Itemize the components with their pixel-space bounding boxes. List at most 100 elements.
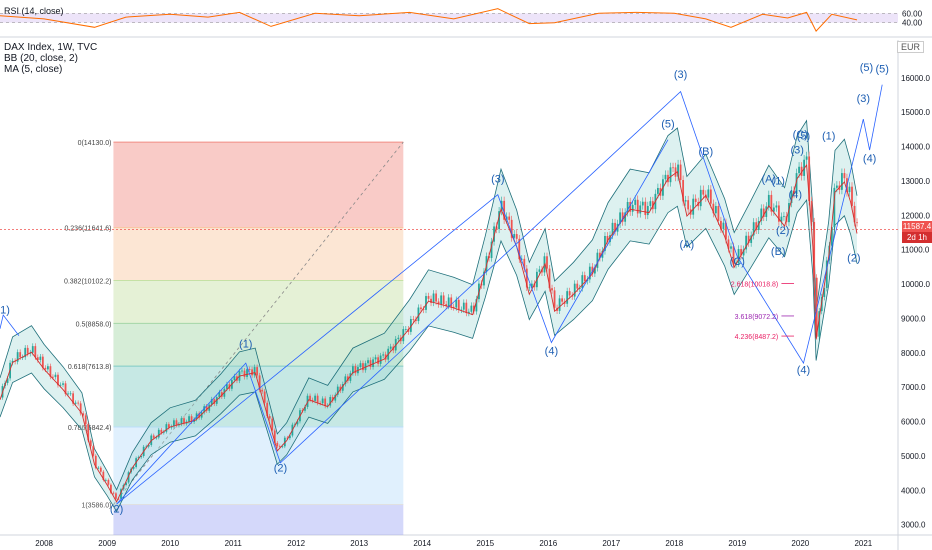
symbol-legend[interactable]: DAX Index, 1W, TVC BB (20, close, 2) MA … xyxy=(4,42,97,75)
rsi-level-label: 40.00 xyxy=(902,19,923,28)
price-candle-body xyxy=(379,355,382,364)
price-candle-body xyxy=(19,352,22,358)
wave-label: (1) xyxy=(822,131,835,143)
price-candle-body xyxy=(843,173,846,179)
fib-level-label: 0.382(10102.2) xyxy=(64,279,111,286)
price-candle-body xyxy=(619,212,621,224)
price-candle-body xyxy=(835,185,838,188)
fib-level-label: 0(14130.0) xyxy=(78,140,112,147)
price-candle-body xyxy=(203,406,206,413)
fib-zone xyxy=(113,227,404,281)
price-candle-body xyxy=(167,424,170,428)
wave-label: (2) xyxy=(274,462,287,474)
price-candle-body xyxy=(372,359,374,368)
price-candle-body xyxy=(755,222,758,231)
x-tick-label: 2011 xyxy=(225,539,243,548)
price-candle-body xyxy=(316,395,319,404)
price-candle-body xyxy=(515,234,518,239)
fib-extension-label: 4.236(8487.2) xyxy=(735,334,779,341)
y-tick-label: 15000.0 xyxy=(901,108,930,117)
price-candle-body xyxy=(800,166,803,176)
price-candle-body xyxy=(717,206,720,221)
bb-indicator-label[interactable]: BB (20, close, 2) xyxy=(4,53,78,64)
price-candle-body xyxy=(432,293,435,303)
price-candle-body xyxy=(624,212,627,222)
price-candle-body xyxy=(677,164,679,177)
price-candle-body xyxy=(321,398,324,404)
price-candle-body xyxy=(6,378,9,383)
price-candle-body xyxy=(568,291,571,296)
price-candle-body xyxy=(263,391,266,403)
wave-label: (2) xyxy=(847,253,860,265)
price-candle-body xyxy=(16,352,19,362)
price-candle-body xyxy=(493,226,495,242)
price-candle-body xyxy=(288,435,291,439)
price-candle-body xyxy=(780,216,783,222)
price-candle-body xyxy=(813,221,816,278)
countdown-tag: 2d 1h xyxy=(902,232,932,243)
price-candle-body xyxy=(611,222,614,236)
price-candle-body xyxy=(180,418,183,425)
wave-label: (2) xyxy=(776,225,789,237)
price-candle-body xyxy=(286,437,289,439)
price-candle-body xyxy=(732,246,735,265)
wave-label: (1) xyxy=(239,339,252,351)
price-candle-body xyxy=(273,430,276,443)
price-candle-body xyxy=(765,206,768,217)
price-candle-body xyxy=(351,366,354,374)
price-candle-body xyxy=(256,367,259,376)
price-candle-body xyxy=(74,402,77,404)
price-candle-body xyxy=(798,166,800,174)
fib-level-label: 0.5(8858.0) xyxy=(76,321,112,328)
price-candle-body xyxy=(198,413,201,418)
bollinger-band-fill xyxy=(0,120,857,512)
price-candle-body xyxy=(687,200,690,210)
price-candle-body xyxy=(39,356,42,360)
price-candle-body xyxy=(188,416,190,422)
elliott-wave-line xyxy=(736,84,883,365)
fib-trend-line xyxy=(113,141,404,505)
price-candle-body xyxy=(790,190,793,204)
price-candle-body xyxy=(558,298,561,311)
price-candle-body xyxy=(772,207,775,212)
fib-zone xyxy=(113,426,404,505)
price-candle-body xyxy=(34,346,37,358)
price-candle-body xyxy=(437,301,440,305)
price-candle-body xyxy=(210,399,213,405)
price-candle-body xyxy=(220,392,223,397)
price-candle-body xyxy=(89,440,92,447)
price-candle-body xyxy=(59,384,62,386)
price-candle-body xyxy=(115,493,117,499)
currency-badge[interactable]: EUR xyxy=(896,41,924,53)
price-candle-body xyxy=(367,360,369,364)
x-tick-label: 2012 xyxy=(287,539,305,548)
rsi-legend[interactable]: RSI (14, close) xyxy=(4,6,64,16)
fib-zone xyxy=(113,366,404,427)
price-candle-body xyxy=(475,299,478,312)
ma-indicator-label[interactable]: MA (5, close) xyxy=(4,64,63,75)
price-candle-body xyxy=(435,293,437,302)
price-candle-body xyxy=(137,457,140,459)
price-candle-body xyxy=(132,467,135,469)
price-candle-body xyxy=(588,266,591,280)
elliott-wave-line xyxy=(116,90,738,505)
wave-label: (3) xyxy=(674,69,687,81)
price-candle-body xyxy=(599,252,601,258)
price-candle-body xyxy=(467,311,470,314)
price-candle-body xyxy=(268,416,271,419)
x-tick-label: 2017 xyxy=(602,539,620,548)
price-candle-body xyxy=(548,268,551,289)
price-candle-body xyxy=(795,173,798,194)
wave-label: (3) xyxy=(790,144,803,156)
price-candle-body xyxy=(672,167,674,169)
price-candle-body xyxy=(248,369,251,370)
symbol-label: DAX Index, 1W, TVC xyxy=(4,42,98,53)
price-candle-body xyxy=(354,366,357,374)
price-candle-body xyxy=(213,399,216,404)
bollinger-upper-line xyxy=(0,119,858,491)
price-candle-body xyxy=(336,386,339,395)
wave-label: (2) xyxy=(110,504,123,516)
price-candle-body xyxy=(503,200,506,220)
price-candle-body xyxy=(730,246,732,249)
wave-label: (B) xyxy=(698,146,713,158)
